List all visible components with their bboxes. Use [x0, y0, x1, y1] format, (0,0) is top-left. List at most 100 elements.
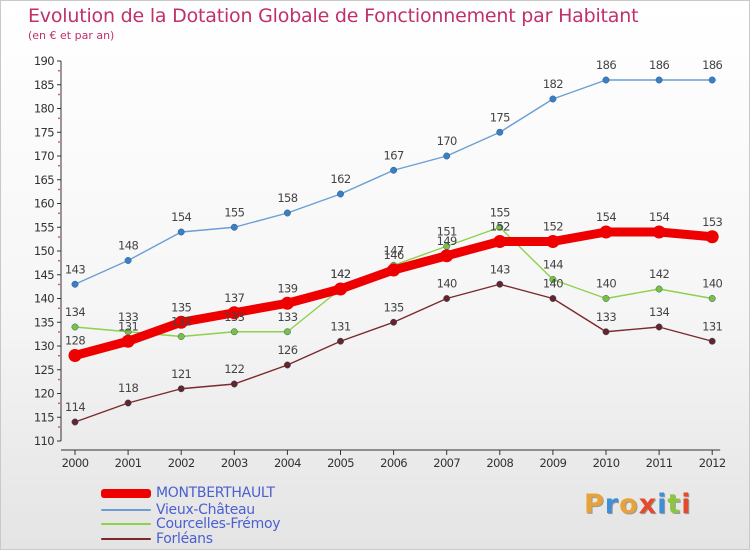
data-label-montberthault: 152 [490, 220, 510, 234]
data-label-courcelles-fremoy: 132 [171, 315, 191, 329]
y-minor-dot [58, 236, 60, 238]
data-label-montberthault: 139 [277, 281, 297, 295]
y-tick-label: 125 [34, 363, 54, 377]
data-label-courcelles-fremoy: 147 [384, 243, 404, 257]
x-tick-label: 2010 [593, 456, 620, 470]
data-label-montberthault: 154 [596, 210, 616, 224]
y-tick-label: 175 [34, 125, 54, 139]
data-label-vieux-chateau: 148 [118, 239, 138, 253]
data-point-montberthault [493, 235, 507, 248]
y-tick-label: 140 [34, 292, 54, 306]
logo-letter: i [657, 489, 668, 520]
data-label-vieux-chateau: 170 [437, 134, 457, 148]
data-point-courcelles-fremoy [655, 285, 663, 293]
y-tick-label: 155 [34, 220, 54, 234]
data-point-courcelles-fremoy [283, 328, 291, 336]
data-point-vieux-chateau [496, 128, 504, 136]
data-point-forleans [443, 295, 451, 302]
data-label-forleans: 135 [384, 300, 404, 314]
y-tick-label: 150 [34, 244, 54, 258]
data-point-vieux-chateau [283, 209, 291, 217]
y-tick-label: 160 [34, 197, 54, 211]
data-point-montberthault [227, 306, 241, 320]
data-label-forleans: 143 [490, 262, 510, 276]
data-point-montberthault [705, 230, 719, 244]
data-point-vieux-chateau [337, 190, 344, 198]
y-minor-dot [58, 117, 60, 120]
data-label-forleans: 140 [543, 277, 563, 291]
data-label-forleans: 133 [596, 310, 616, 324]
x-tick-label: 2004 [274, 456, 301, 470]
chart-title: Evolution de la Dotation Globale de Fonc… [28, 5, 639, 27]
data-point-forleans [708, 337, 716, 345]
data-point-courcelles-fremoy [549, 276, 557, 283]
x-tick-label: 2007 [433, 456, 460, 470]
y-minor-dot [58, 426, 60, 428]
legend-item-forleans: Forléans [101, 531, 213, 547]
data-point-vieux-chateau [230, 223, 238, 231]
data-point-forleans [549, 295, 557, 302]
data-point-forleans [655, 323, 663, 331]
data-point-montberthault [68, 349, 82, 362]
data-label-montberthault: 131 [118, 319, 138, 333]
data-point-vieux-chateau [124, 257, 132, 264]
data-point-vieux-chateau [549, 95, 557, 103]
x-tick-label: 2003 [221, 456, 248, 470]
data-label-courcelles-fremoy: 142 [649, 267, 669, 281]
legend-item-montberthault: MONTBERTHAULT [101, 485, 275, 501]
legend-swatch-montberthault [101, 488, 151, 498]
data-point-vieux-chateau [71, 280, 79, 288]
y-tick-label: 185 [34, 78, 54, 92]
data-label-vieux-chateau: 155 [224, 205, 244, 219]
data-point-vieux-chateau [390, 166, 398, 174]
data-label-courcelles-fremoy: 144 [543, 258, 563, 272]
y-tick-label: 145 [34, 268, 54, 282]
logo-letter: o [619, 489, 639, 520]
y-tick-label: 190 [34, 54, 54, 68]
y-minor-dot [58, 212, 60, 215]
y-tick-label: 110 [34, 434, 54, 448]
data-point-forleans [283, 361, 291, 369]
data-label-forleans: 131 [702, 319, 722, 333]
logo-letter: t [667, 489, 682, 520]
data-point-vieux-chateau [602, 76, 610, 84]
data-point-vieux-chateau [443, 152, 451, 160]
y-tick-label: 165 [34, 173, 54, 187]
x-tick-label: 2009 [539, 456, 566, 470]
data-label-forleans: 140 [437, 277, 457, 291]
x-tick-label: 2001 [115, 456, 142, 470]
y-minor-dot [58, 164, 60, 167]
data-point-montberthault [121, 334, 135, 348]
data-point-montberthault [334, 282, 347, 296]
data-label-forleans: 131 [330, 319, 350, 333]
data-point-forleans [124, 399, 132, 407]
data-point-forleans [230, 380, 238, 388]
data-label-vieux-chateau: 154 [171, 210, 191, 224]
data-label-courcelles-fremoy: 142 [330, 267, 350, 281]
data-point-montberthault [387, 263, 401, 277]
data-point-courcelles-fremoy [602, 295, 610, 302]
data-label-montberthault: 149 [437, 234, 457, 248]
data-point-courcelles-fremoy [708, 295, 716, 302]
y-tick-label: 115 [34, 410, 54, 424]
data-label-courcelles-fremoy: 151 [437, 224, 457, 238]
chart-subtitle: (en € et par an) [28, 29, 115, 42]
data-label-montberthault: 137 [224, 291, 244, 305]
data-point-vieux-chateau [708, 76, 716, 84]
y-tick-label: 180 [34, 102, 54, 116]
data-point-courcelles-fremoy [496, 223, 504, 231]
data-label-forleans: 114 [65, 400, 85, 414]
data-label-forleans: 118 [118, 381, 138, 395]
y-minor-dot [58, 69, 60, 72]
data-label-forleans: 126 [277, 343, 297, 357]
y-minor-dot [58, 402, 60, 405]
data-point-montberthault [652, 225, 666, 239]
x-tick-label: 2000 [62, 456, 89, 470]
x-tick-label: 2012 [699, 456, 726, 470]
y-minor-dot [58, 354, 60, 357]
data-point-forleans [177, 385, 185, 393]
data-label-montberthault: 142 [330, 267, 350, 281]
y-minor-dot [58, 307, 60, 310]
